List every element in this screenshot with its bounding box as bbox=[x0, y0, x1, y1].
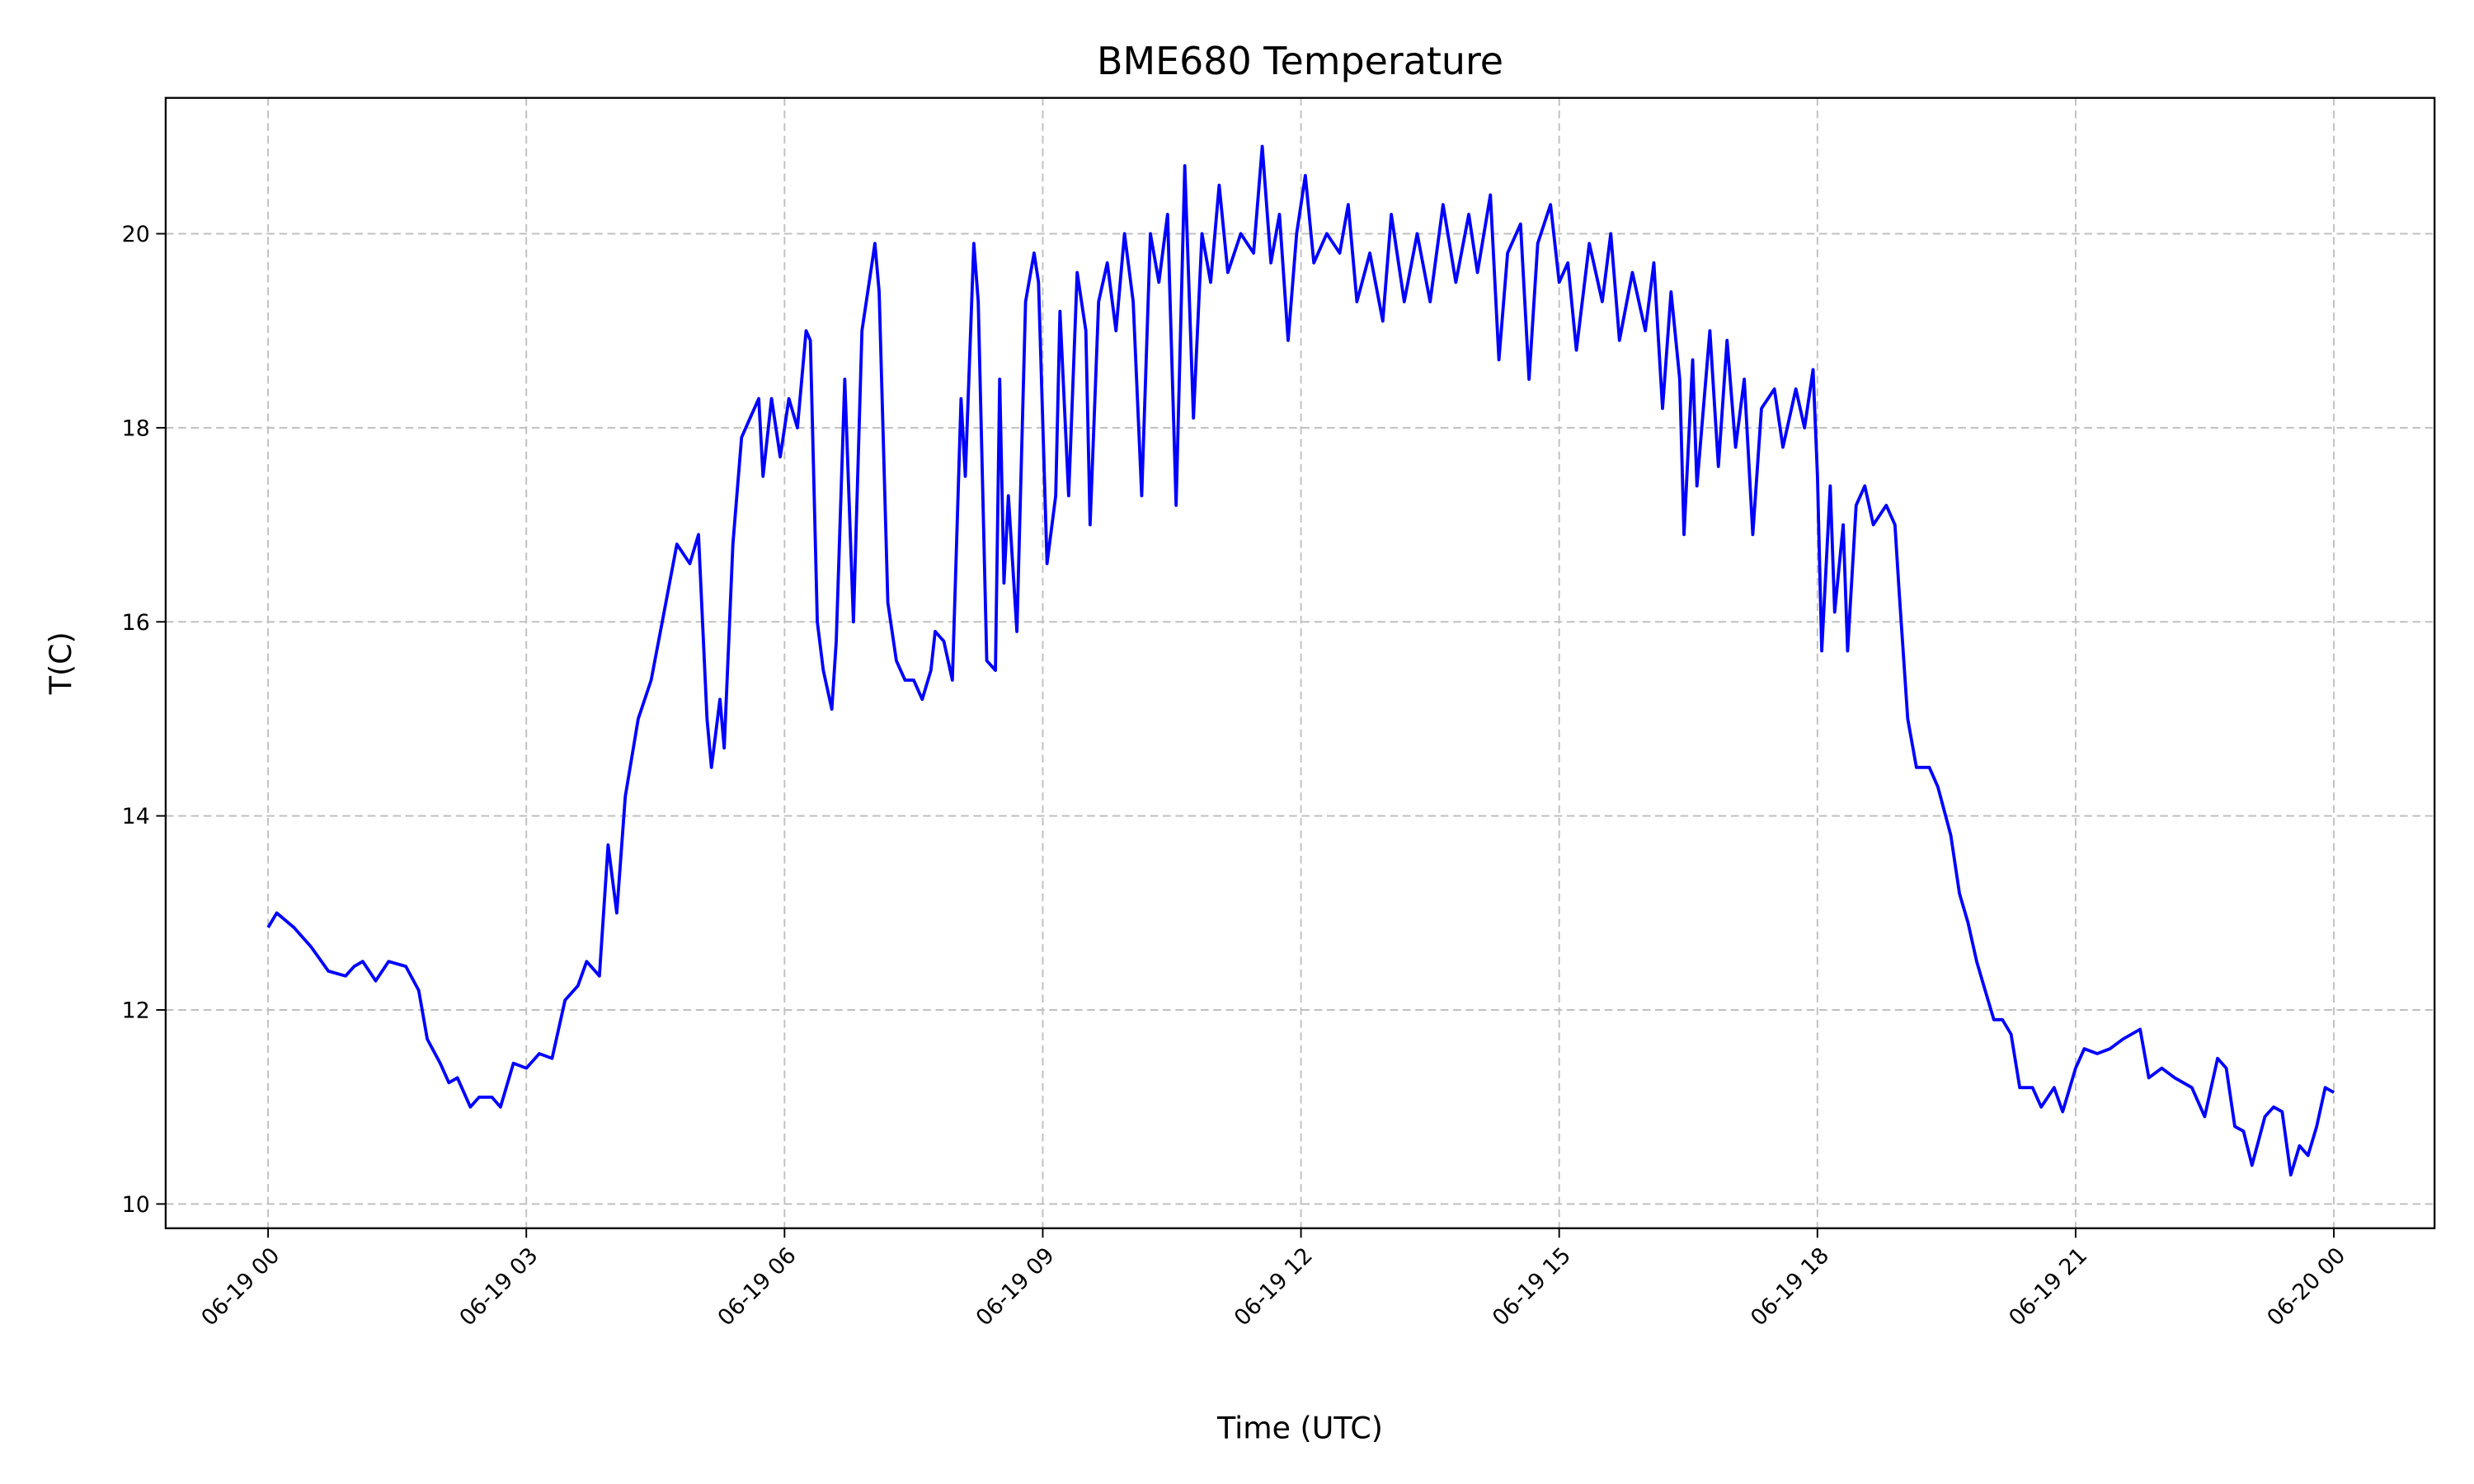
y-tick-label: 10 bbox=[122, 1192, 150, 1218]
y-tick-label: 18 bbox=[122, 416, 150, 441]
y-tick-label: 12 bbox=[122, 998, 150, 1024]
temperature-line bbox=[266, 144, 2335, 1176]
y-tick-label: 20 bbox=[122, 222, 150, 247]
plot-frame bbox=[164, 96, 2436, 1229]
chart-title: BME680 Temperature bbox=[1097, 39, 1503, 83]
y-axis: 10 12 14 16 18 20 bbox=[122, 222, 166, 1218]
x-axis-label: Time (UTC) bbox=[1216, 1410, 1383, 1445]
y-axis-label: T(C) bbox=[43, 632, 78, 695]
y-tick-label: 14 bbox=[122, 804, 150, 829]
y-tick-label: 16 bbox=[122, 610, 150, 636]
grid bbox=[165, 97, 2435, 1228]
